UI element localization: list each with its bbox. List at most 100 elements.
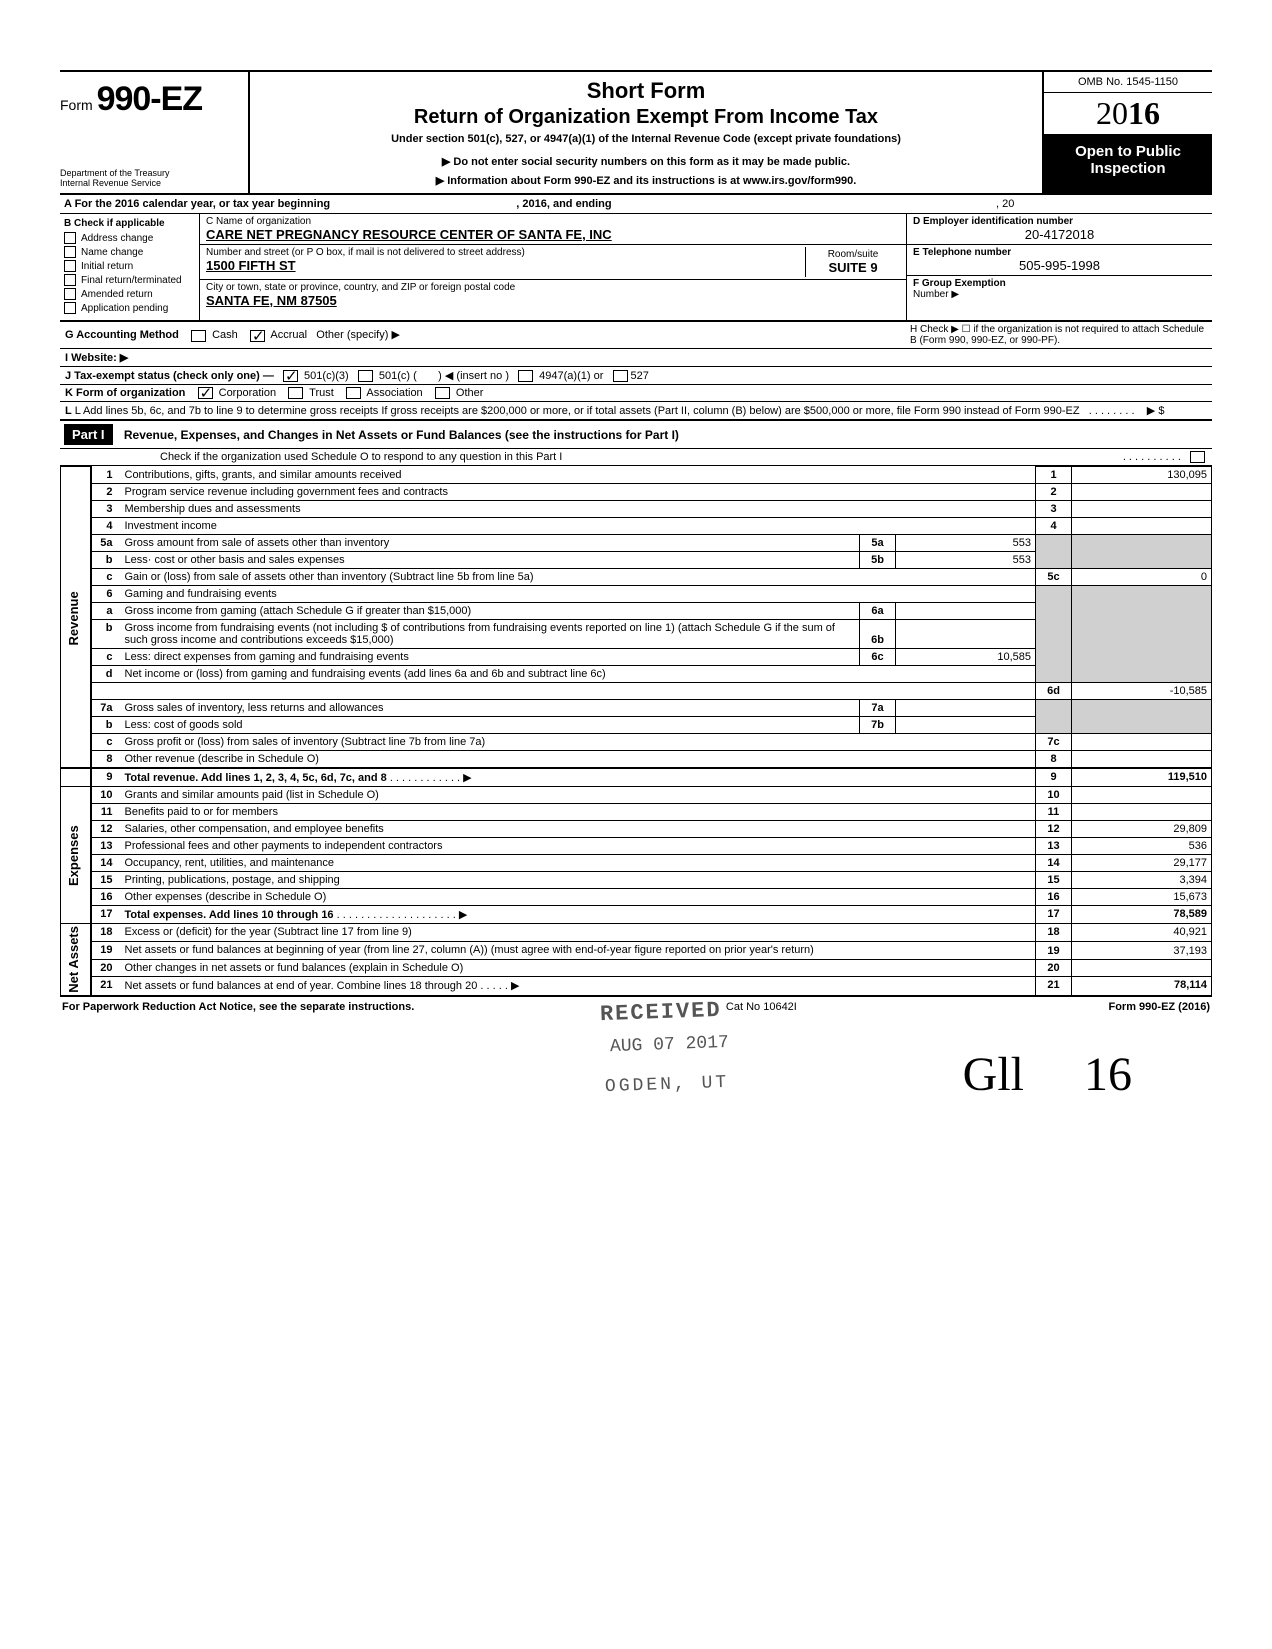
mn: 7a: [860, 700, 896, 717]
ln: 9: [91, 768, 121, 787]
cn: 7c: [1036, 734, 1072, 751]
mn: 6c: [860, 649, 896, 666]
form-prefix: Form: [60, 97, 93, 113]
suite-value: SUITE 9: [810, 260, 896, 275]
ln: 14: [91, 855, 121, 872]
table-row: 7a Gross sales of inventory, less returns…: [61, 700, 1212, 717]
checkbox-527[interactable]: [613, 370, 628, 382]
cb-final-return[interactable]: Final return/terminated: [64, 274, 195, 286]
cn: 5c: [1036, 569, 1072, 586]
d-label: D Employer identification number: [913, 216, 1206, 227]
cn: 15: [1036, 872, 1072, 889]
table-row: 6Gaming and fundraising events: [61, 586, 1212, 603]
ln: 5a: [91, 535, 121, 552]
table-row: 21Net assets or fund balances at end of …: [61, 977, 1212, 996]
g-accrual: Accrual: [270, 329, 307, 341]
sig-num: 16: [1084, 1048, 1132, 1101]
ln: b: [91, 552, 121, 569]
ln: c: [91, 734, 121, 751]
tax-year: 2016: [1044, 93, 1212, 135]
checkbox-501c[interactable]: [358, 370, 373, 382]
f-label2: Number ▶: [913, 289, 959, 300]
cn: 18: [1036, 924, 1072, 942]
cb-label: Application pending: [81, 303, 168, 314]
l-arrow: ▶ $: [1147, 405, 1165, 417]
side-expenses: Expenses: [61, 787, 91, 924]
cv: 29,809: [1072, 821, 1212, 838]
mv: 10,585: [896, 649, 1036, 666]
mn: 6b: [860, 620, 896, 649]
cn: 4: [1036, 518, 1072, 535]
cv: 40,921: [1072, 924, 1212, 942]
ld: Net income or (loss) from gaming and fun…: [125, 668, 606, 680]
checkbox-schedule-o[interactable]: [1190, 451, 1205, 463]
cn: 20: [1036, 959, 1072, 977]
table-row: 8Other revenue (describe in Schedule O)8: [61, 751, 1212, 769]
cb-application-pending[interactable]: Application pending: [64, 302, 195, 314]
mv: [896, 603, 1036, 620]
cb-amended[interactable]: Amended return: [64, 288, 195, 300]
mv: [896, 620, 1036, 649]
checkbox-other[interactable]: [435, 387, 450, 399]
checkbox-accrual[interactable]: [250, 330, 265, 342]
footer: For Paperwork Reduction Act Notice, see …: [60, 996, 1212, 1017]
ld: Gross sales of inventory, less returns a…: [125, 702, 384, 714]
info-line: ▶ Information about Form 990-EZ and its …: [260, 174, 1032, 187]
cb-name-change[interactable]: Name change: [64, 246, 195, 258]
checkbox-corp[interactable]: [198, 387, 213, 399]
checkbox-501c3[interactable]: [283, 370, 298, 382]
title-return: Return of Organization Exempt From Incom…: [260, 106, 1032, 129]
cv: 119,510: [1072, 768, 1212, 787]
part1-row: Part I Revenue, Expenses, and Changes in…: [60, 421, 1212, 449]
side-netassets: Net Assets: [61, 924, 91, 996]
c-city-block: City or town, state or province, country…: [200, 280, 906, 310]
ld: Professional fees and other payments to …: [125, 840, 443, 852]
table-row: Expenses 10Grants and similar amounts pa…: [61, 787, 1212, 804]
checkbox-cash[interactable]: [191, 330, 206, 342]
cn: 8: [1036, 751, 1072, 769]
checkbox-trust[interactable]: [288, 387, 303, 399]
cv: 15,673: [1072, 889, 1212, 906]
checkbox-assoc[interactable]: [346, 387, 361, 399]
mn: 7b: [860, 717, 896, 734]
ln: 3: [91, 501, 121, 518]
cb-label: Name change: [81, 247, 143, 258]
suite-cell: Room/suite SUITE 9: [805, 247, 900, 277]
c-name-block: C Name of organization CARE NET PREGNANC…: [200, 214, 906, 245]
form-number: Form 990-EZ: [60, 80, 242, 119]
cb-label: Final return/terminated: [81, 275, 182, 286]
ld: Membership dues and assessments: [125, 503, 301, 515]
cb-address-change[interactable]: Address change: [64, 232, 195, 244]
cv: 536: [1072, 838, 1212, 855]
j-527: 527: [631, 370, 649, 382]
cn: 3: [1036, 501, 1072, 518]
ln: 12: [91, 821, 121, 838]
org-name-value: CARE NET PREGNANCY RESOURCE CENTER OF SA…: [206, 227, 900, 242]
g-other: Other (specify) ▶: [316, 329, 400, 341]
phone-value: 505-995-1998: [913, 258, 1206, 273]
h-text: H Check ▶ ☐ if the organization is not r…: [902, 324, 1207, 346]
header-right: OMB No. 1545-1150 2016 Open to Public In…: [1042, 72, 1212, 193]
table-row: 14Occupancy, rent, utilities, and mainte…: [61, 855, 1212, 872]
ln: 21: [91, 977, 121, 996]
mn: 5a: [860, 535, 896, 552]
table-row: 17Total expenses. Add lines 10 through 1…: [61, 906, 1212, 924]
f-block: F Group Exemption Number ▶: [907, 276, 1212, 302]
footer-right: Form 990-EZ (2016): [1108, 1001, 1210, 1013]
ld: Excess or (deficit) for the year (Subtra…: [125, 926, 412, 938]
ld: Program service revenue including govern…: [125, 486, 448, 498]
footer-left: For Paperwork Reduction Act Notice, see …: [62, 1001, 414, 1013]
ld: Net assets or fund balances at beginning…: [125, 944, 814, 956]
side-revenue: Revenue: [61, 467, 91, 769]
ln: 6: [91, 586, 121, 603]
table-row: 20Other changes in net assets or fund ba…: [61, 959, 1212, 977]
c-city-label: City or town, state or province, country…: [206, 282, 900, 293]
cb-initial-return[interactable]: Initial return: [64, 260, 195, 272]
cn: 12: [1036, 821, 1072, 838]
checkbox-4947[interactable]: [518, 370, 533, 382]
cn: 9: [1036, 768, 1072, 787]
g-cash: Cash: [212, 329, 238, 341]
ln: 1: [91, 467, 121, 484]
ln: 8: [91, 751, 121, 769]
cv: -10,585: [1072, 683, 1212, 700]
